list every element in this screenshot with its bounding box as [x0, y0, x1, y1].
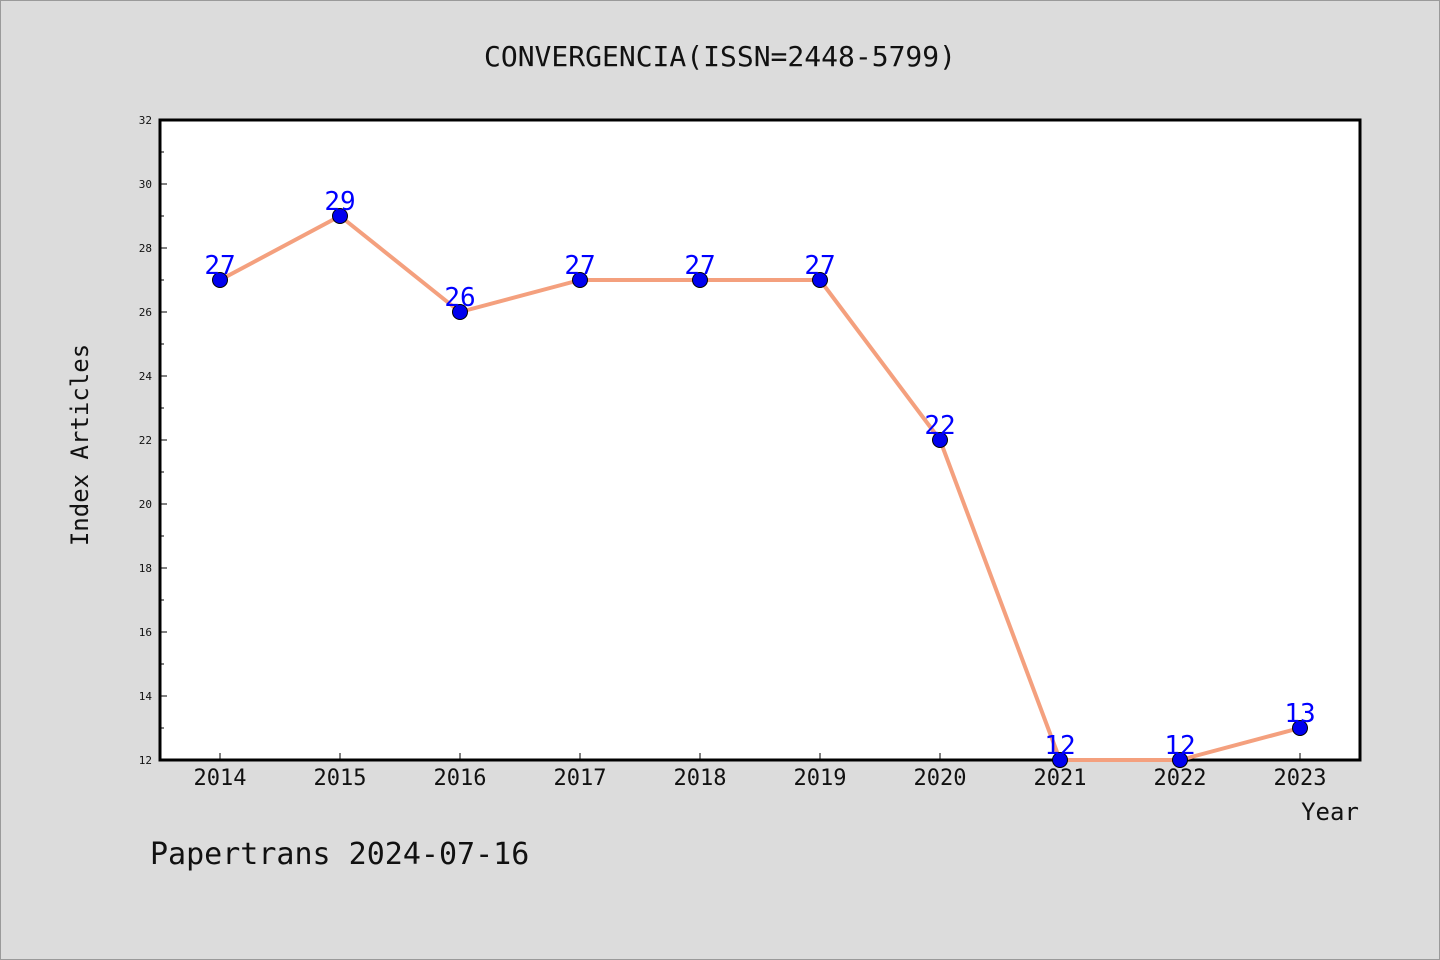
x-tick-label: 2019 — [794, 766, 847, 791]
data-point — [1172, 752, 1188, 768]
x-tick-label: 2016 — [434, 766, 487, 791]
y-axis-label: Index Articles — [66, 344, 94, 546]
data-point — [1292, 720, 1308, 736]
x-tick-label: 2017 — [554, 766, 607, 791]
x-tick-label: 2015 — [314, 766, 367, 791]
y-axis: 12 14 16 18 20 22 24 26 28 30 32 — [139, 114, 167, 767]
data-point — [812, 272, 828, 288]
footer-text: Papertrans 2024-07-16 — [150, 837, 529, 872]
x-tick-label: 2022 — [1154, 766, 1207, 791]
data-label: 27 — [204, 251, 235, 281]
y-tick-label: 26 — [139, 306, 152, 319]
data-point — [932, 432, 948, 448]
y-tick-label: 24 — [139, 370, 153, 383]
x-axis: 2014 2015 2016 2017 2018 2019 2020 2021 2022 2023 — [194, 753, 1327, 791]
data-point — [1052, 752, 1068, 768]
y-tick-label: 12 — [139, 754, 152, 767]
data-label: 27 — [804, 251, 835, 281]
y-tick-label: 16 — [139, 626, 152, 639]
data-label: 26 — [444, 283, 475, 313]
y-tick-label: 28 — [139, 242, 152, 255]
data-label: 12 — [1164, 731, 1195, 761]
data-point — [572, 272, 588, 288]
x-tick-label: 2020 — [914, 766, 967, 791]
x-tick-label: 2018 — [674, 766, 727, 791]
data-labels: 27 29 26 27 27 27 22 12 12 13 — [204, 187, 1315, 761]
y-tick-label: 18 — [139, 562, 152, 575]
y-tick-label: 22 — [139, 434, 152, 447]
x-tick-label: 2023 — [1274, 766, 1327, 791]
plot-area — [158, 118, 1362, 762]
y-tick-label: 20 — [139, 498, 152, 511]
x-tick-label: 2021 — [1034, 766, 1087, 791]
series-line — [219, 214, 1301, 762]
y-tick-label: 32 — [139, 114, 152, 127]
data-label: 12 — [1044, 731, 1075, 761]
data-point — [212, 272, 228, 288]
y-tick-label: 14 — [139, 690, 153, 703]
data-label: 29 — [324, 187, 355, 217]
data-label: 13 — [1284, 699, 1315, 729]
data-label: 27 — [564, 251, 595, 281]
data-point — [332, 208, 348, 224]
data-point — [452, 304, 468, 320]
x-tick-label: 2014 — [194, 766, 247, 791]
data-label: 22 — [924, 411, 955, 441]
data-point — [692, 272, 708, 288]
x-axis-label: Year — [1301, 798, 1359, 826]
data-points — [212, 208, 1308, 768]
data-label: 27 — [684, 251, 715, 281]
chart-title: CONVERGENCIA(ISSN=2448-5799) — [484, 40, 956, 73]
y-tick-label: 30 — [139, 178, 152, 191]
